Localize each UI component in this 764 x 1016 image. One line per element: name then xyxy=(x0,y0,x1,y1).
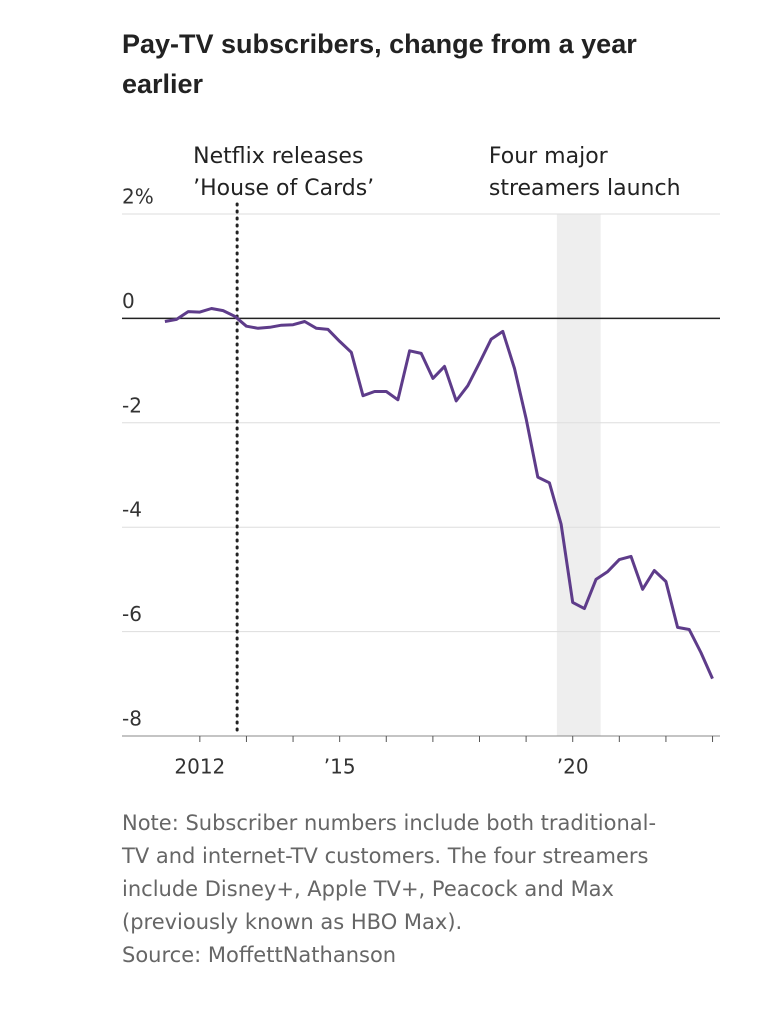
x-tick-label: ’20 xyxy=(557,755,589,779)
note: include Disney+, Apple TV+, Peacock and … xyxy=(122,877,614,901)
annotation: Four major xyxy=(489,144,609,169)
note: TV and internet-TV customers. The four s… xyxy=(121,844,648,868)
y-tick-label: -6 xyxy=(122,602,142,626)
y-tick-label: -4 xyxy=(122,498,142,522)
y-tick-label: -2 xyxy=(122,393,142,417)
note: Note: Subscriber numbers include both tr… xyxy=(122,811,656,835)
note: (previously known as HBO Max). xyxy=(122,910,462,934)
y-tick-label: -8 xyxy=(122,707,142,731)
annotation: Netflix releases xyxy=(193,144,363,169)
annotation: ’House of Cards’ xyxy=(193,176,374,201)
chart-title: earlier xyxy=(122,69,204,99)
source: Source: MoffettNathanson xyxy=(122,943,396,967)
x-tick-label: 2012 xyxy=(174,755,225,779)
annotation: streamers launch xyxy=(489,176,681,201)
y-tick-label: 2% xyxy=(122,185,154,209)
x-tick-label: ’15 xyxy=(324,755,356,779)
shaded-period xyxy=(556,214,601,736)
y-tick-label: 0 xyxy=(122,289,135,313)
chart-title: Pay-TV subscribers, change from a year xyxy=(122,29,637,59)
data-line xyxy=(164,307,714,680)
